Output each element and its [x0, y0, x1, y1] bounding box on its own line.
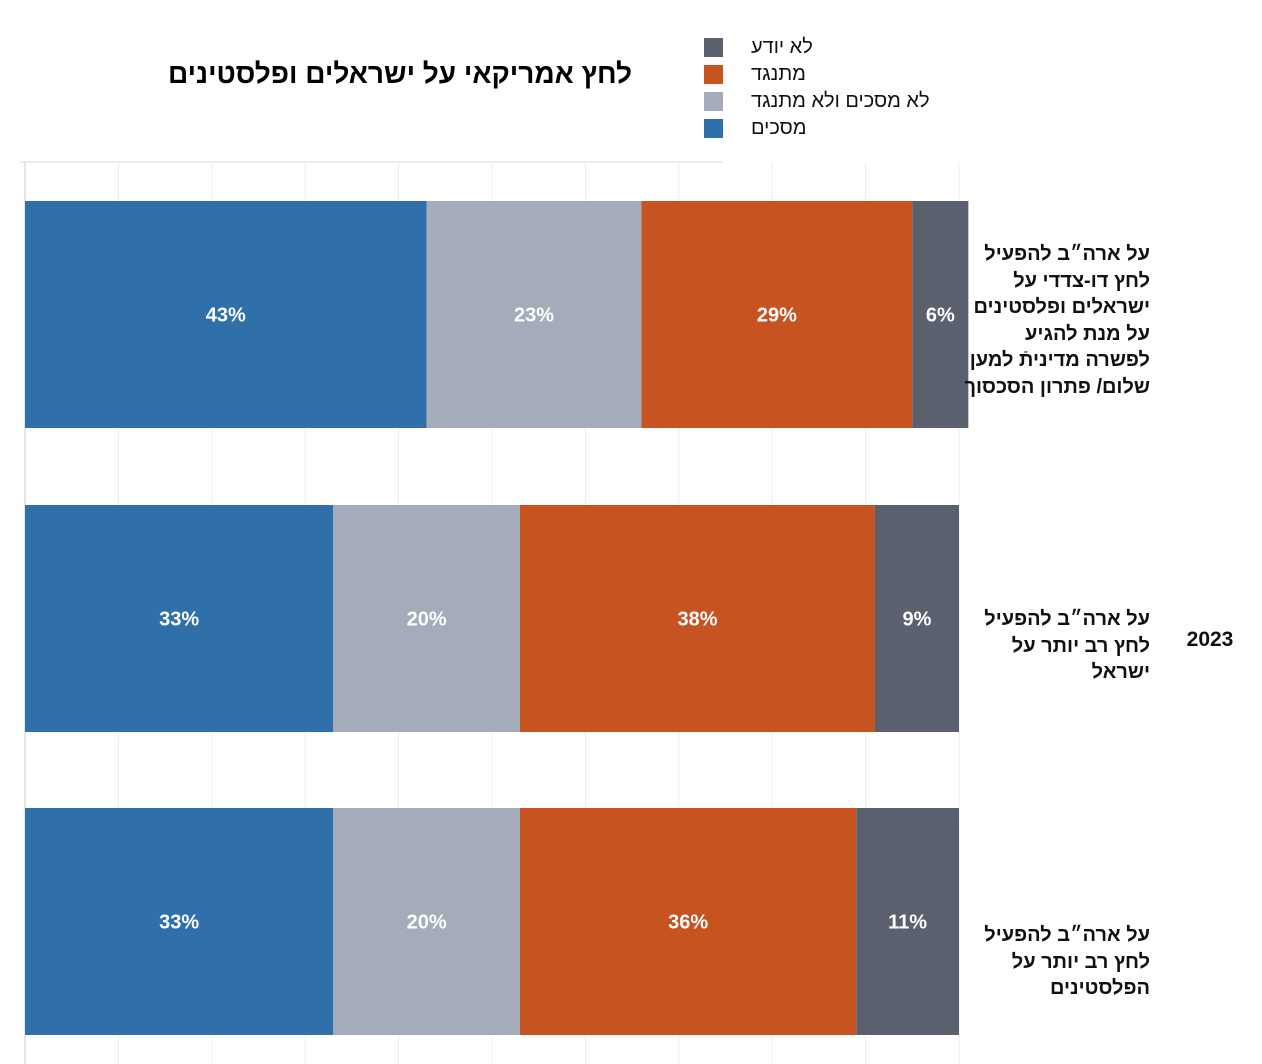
legend-label: לא יודע: [751, 36, 813, 58]
bar-segment: [333, 505, 521, 732]
bar-segment: [25, 505, 334, 732]
legend-label: מתנגד: [751, 63, 806, 85]
chart-legend: לא יודע מתנגד לא מסכים ולא מתנגד מסכים: [700, 34, 960, 142]
bar-segment: [25, 201, 427, 428]
data-label: 33%: [159, 609, 199, 631]
data-label: 38%: [677, 609, 717, 631]
bar-segment: [25, 808, 334, 1035]
legend-label: לא מסכים ולא מתנגד: [751, 90, 930, 112]
data-label: 23%: [514, 305, 554, 327]
legend-swatch: [704, 119, 723, 138]
data-label: 6%: [926, 305, 955, 327]
legend-item: מתנגד: [700, 61, 960, 88]
data-label: 20%: [407, 912, 447, 934]
data-label: 20%: [407, 609, 447, 631]
data-label: 11%: [888, 912, 927, 934]
bar-segment: [856, 808, 959, 1035]
legend-swatch: [704, 92, 723, 111]
bar-segment: [874, 505, 959, 732]
bar-segment: [426, 201, 642, 428]
data-label: 29%: [757, 305, 797, 327]
category-label: על ארה״ב להפעיל לחץ רב יותר על הפלסטינים: [984, 924, 1150, 999]
bar-segment: [520, 808, 857, 1035]
data-label: 43%: [206, 305, 246, 327]
category-label: על ארה״ב להפעיל לחץ דו-צדדי על ישראלים ו…: [964, 243, 1150, 398]
bar-segment: [333, 808, 521, 1035]
category-label: על ארה״ב להפעיל לחץ רב יותר על ישראל: [984, 608, 1150, 683]
legend-swatch: [704, 38, 723, 57]
data-label: 9%: [903, 609, 932, 631]
chart-title: לחץ אמריקאי על ישראלים ופלסטינים: [167, 58, 633, 89]
data-label: 36%: [668, 912, 708, 934]
legend-item: לא מסכים ולא מתנגד: [700, 88, 960, 115]
bar-segment: [912, 201, 969, 428]
legend-item: לא יודע: [700, 34, 960, 61]
legend-swatch: [704, 65, 723, 84]
legend-label: מסכים: [751, 117, 807, 139]
bar-segment: [641, 201, 913, 428]
group-label: 2023: [1186, 628, 1234, 651]
legend-item: מסכים: [700, 115, 960, 142]
bar-segment: [520, 505, 875, 732]
data-label: 33%: [159, 912, 199, 934]
